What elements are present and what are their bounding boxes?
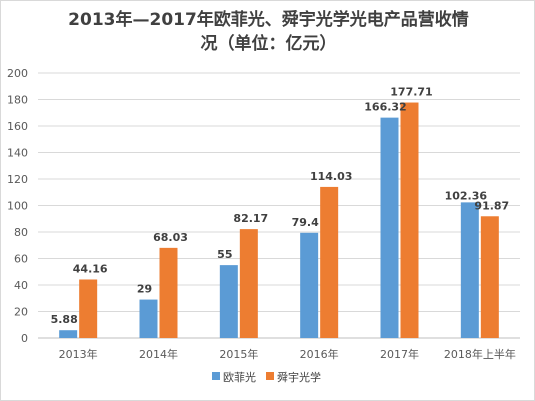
chart-title-line2: 况（单位：亿元） [200,34,337,54]
chart-title: 2013年—2017年欧菲光、舜宇光学光电产品营收情 况（单位：亿元） [1,8,535,56]
legend: 欧菲光 舜宇光学 [212,370,321,384]
bar [239,229,258,338]
y-tick-label: 80 [14,226,28,239]
bar [400,102,419,339]
x-tick-label: 2016年 [300,347,339,361]
bar [460,202,479,338]
data-label: 102.36 [445,189,488,202]
data-label: 91.87 [474,199,509,212]
data-label: 44.16 [73,262,108,275]
x-tick-label: 2014年 [139,347,178,361]
bars [59,102,499,339]
bar [139,299,158,338]
data-label: 29 [137,283,152,296]
y-tick-label: 60 [14,253,28,266]
y-tick-label: 40 [14,279,28,292]
data-label: 177.71 [390,86,432,99]
bar [59,330,78,338]
data-label: 55 [217,248,232,261]
chart-title-line1: 2013年—2017年欧菲光、舜宇光学光电产品营收情 [68,10,469,30]
gridlines [38,72,520,339]
x-tick-label: 2018年上半年 [444,347,516,361]
y-tick-label: 100 [7,200,28,213]
data-label: 166.32 [364,101,406,114]
data-label: 5.88 [51,313,78,326]
y-axis: 0 20 40 60 80 100 120 140 160 180 200 [7,67,28,345]
y-tick-label: 140 [7,147,28,160]
x-tick-label: 2013年 [59,347,98,361]
data-label: 82.17 [233,212,268,225]
bar [79,279,98,338]
y-tick-label: 0 [21,332,28,345]
data-labels: 5.88 44.16 29 68.03 55 82.17 79.4 114.03 166.32 1… [51,86,510,327]
data-label: 114.03 [310,170,352,183]
x-axis: 2013年 2014年 2015年 2016年 2017年 2018年上半年 [59,347,516,361]
y-tick-label: 20 [14,306,28,319]
bar [480,216,499,338]
x-tick-label: 2017年 [380,347,419,361]
data-label: 79.4 [292,216,319,229]
y-tick-label: 120 [7,173,28,186]
bar [219,265,238,338]
data-label: 68.03 [153,231,188,244]
legend-swatch [266,372,274,380]
y-tick-label: 200 [7,67,28,80]
bar [320,186,339,338]
x-tick-label: 2015年 [219,347,258,361]
legend-label: 欧菲光 [223,370,256,384]
legend-swatch [212,372,220,380]
y-tick-label: 160 [7,120,28,133]
bar [380,117,399,338]
y-tick-label: 180 [7,94,28,107]
legend-label: 舜宇光学 [277,370,321,384]
bar [159,247,178,338]
bar [300,232,319,338]
